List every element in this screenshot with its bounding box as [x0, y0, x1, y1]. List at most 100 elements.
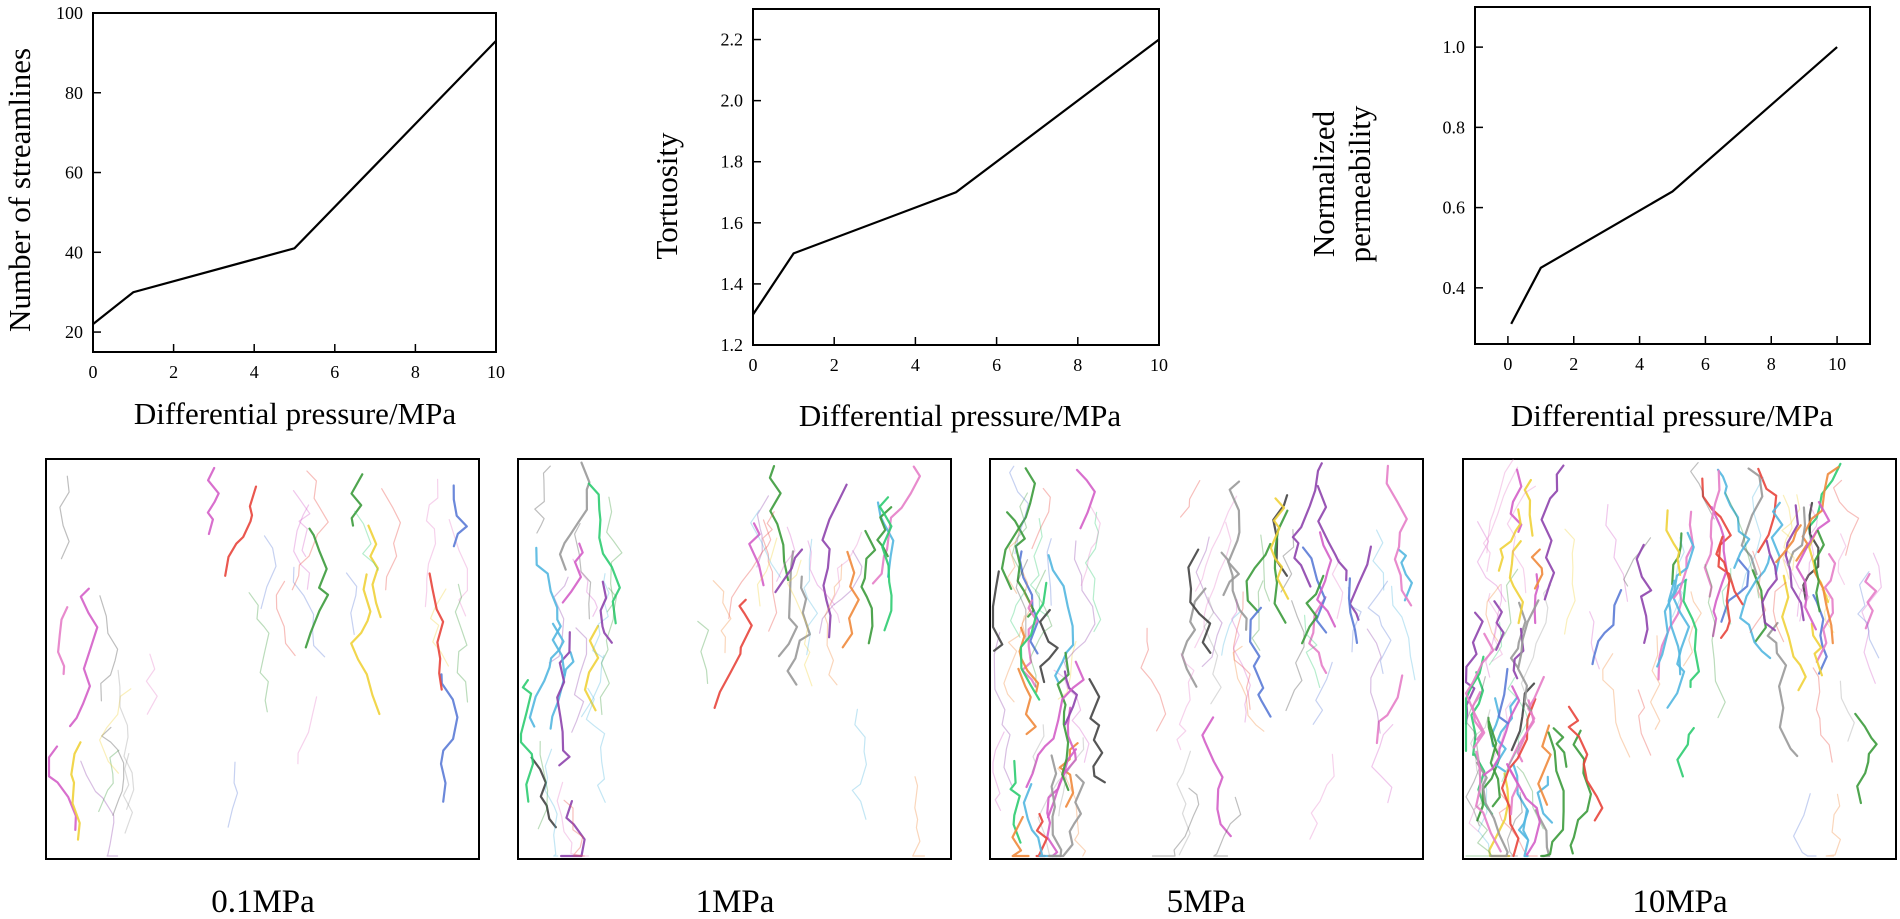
streamline [1151, 787, 1200, 857]
streamline [1506, 763, 1541, 856]
streamline [1486, 458, 1514, 554]
streamline [592, 573, 610, 658]
streamline [1537, 724, 1552, 806]
streamline [1739, 554, 1772, 660]
streamline [1517, 599, 1540, 712]
streamline [1047, 554, 1075, 684]
streamline [544, 748, 559, 857]
streamline-panel-0-1mpa: 0.1MPa [45, 458, 480, 919]
streamline [1047, 754, 1063, 858]
streamline [1864, 573, 1878, 630]
streamline [571, 627, 588, 733]
streamlines [1464, 458, 1882, 858]
streamline [992, 731, 1005, 811]
streamline [777, 550, 799, 658]
panel-frame [517, 458, 952, 860]
streamline [354, 510, 379, 571]
streamline [1509, 601, 1527, 669]
streamline [768, 465, 790, 582]
streamline [1021, 599, 1039, 688]
plot-frame [752, 8, 1160, 346]
x-tick-label: 4 [1635, 354, 1644, 374]
streamline [1058, 742, 1079, 808]
streamline [1039, 608, 1059, 684]
streamline [1602, 653, 1631, 758]
streamline [454, 583, 469, 703]
y-tick-label: 40 [65, 242, 83, 262]
streamline [1837, 533, 1847, 585]
x-axis-ticks: 0 2 4 6 8 10 [89, 344, 505, 382]
streamline [1761, 539, 1778, 632]
y-axis-title-line-2: permeability [1342, 105, 1377, 262]
streamline [350, 473, 364, 527]
streamline [227, 761, 239, 828]
panel-frame [989, 458, 1424, 860]
streamline [1366, 628, 1382, 734]
streamline [292, 490, 311, 557]
y-tick-label: 0.4 [1443, 278, 1466, 298]
streamline [750, 509, 781, 578]
streamline [583, 624, 600, 712]
streamline [756, 537, 778, 607]
streamline [530, 756, 557, 829]
x-tick-label: 0 [749, 355, 758, 375]
y-tick-label: 2.0 [721, 91, 744, 111]
streamline [1220, 551, 1248, 631]
streamline [428, 572, 445, 691]
streamline [1476, 716, 1501, 822]
streamline [345, 572, 358, 635]
streamline [1812, 667, 1833, 763]
streamline [1301, 574, 1325, 645]
y-tick-label: 60 [65, 163, 83, 183]
x-tick-label: 2 [1569, 354, 1578, 374]
x-tick-label: 8 [1767, 354, 1776, 374]
streamline [1371, 724, 1394, 804]
streamline [762, 511, 778, 632]
streamline [1772, 582, 1787, 643]
streamline [1372, 529, 1385, 591]
streamline [293, 504, 311, 590]
streamlines [991, 462, 1416, 858]
x-axis-title: Differential pressure/MPa [134, 396, 456, 431]
streamline [1796, 504, 1818, 617]
y-tick-label: 1.2 [721, 335, 744, 355]
streamline [117, 669, 135, 810]
streamline [1304, 614, 1321, 688]
streamline [206, 466, 220, 536]
streamline [101, 726, 125, 816]
streamline [1011, 492, 1028, 576]
y-axis-ticks: 20 40 60 80 100 [56, 3, 101, 342]
streamline [1516, 765, 1544, 830]
streamline [57, 606, 69, 676]
streamline [1181, 587, 1207, 688]
streamline [1766, 621, 1799, 758]
x-tick-label: 0 [89, 362, 98, 382]
streamline [1203, 596, 1222, 705]
y-tick-label: 0.8 [1443, 117, 1466, 137]
streamline [1839, 680, 1855, 742]
y-tick-label: 1.0 [1443, 37, 1466, 57]
streamline [1391, 585, 1416, 681]
x-tick-label: 6 [992, 355, 1001, 375]
streamline [1176, 653, 1195, 751]
streamline [1509, 468, 1523, 533]
streamline [561, 542, 584, 604]
streamline [1009, 465, 1029, 555]
streamline [556, 781, 589, 857]
streamline [1540, 464, 1565, 601]
streamline [1782, 494, 1795, 571]
streamline [1465, 806, 1493, 857]
streamline [1187, 548, 1212, 654]
streamline [1464, 655, 1485, 752]
streamline [1075, 468, 1096, 530]
streamline [448, 519, 468, 617]
streamline [1063, 670, 1078, 726]
streamline [1249, 606, 1272, 718]
streamline [1795, 501, 1831, 631]
streamline [1003, 615, 1026, 703]
streamline [878, 496, 893, 632]
streamline [1251, 580, 1264, 651]
streamline [912, 776, 925, 857]
streamline [1245, 542, 1272, 613]
streamline [1623, 537, 1652, 587]
